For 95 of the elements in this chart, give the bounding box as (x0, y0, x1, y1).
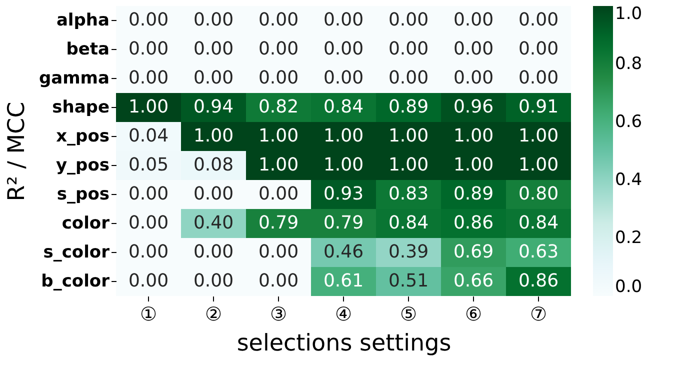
data-label: 1.00 (518, 126, 559, 146)
x-axis-title: selections settings (236, 330, 452, 356)
data-label: 0.00 (518, 68, 559, 88)
data-label: 0.00 (193, 184, 234, 204)
y-tick-label: s_pos (56, 184, 110, 204)
data-label: 0.93 (323, 184, 364, 204)
data-label: 0.84 (518, 212, 559, 234)
data-label: 0.89 (388, 96, 429, 118)
data-label: 0.86 (453, 212, 494, 234)
data-label: 1.00 (323, 126, 364, 146)
data-label: 0.00 (128, 10, 169, 30)
x-tick-label: ③ (270, 304, 288, 326)
color-bar-label: 0.0 (615, 277, 642, 297)
y-tick-label: color (62, 214, 110, 234)
data-label: 0.00 (128, 242, 169, 262)
data-label: 0.00 (258, 270, 299, 292)
data-label: 1.00 (518, 154, 559, 176)
data-label: 0.00 (388, 68, 429, 88)
data-label: 1.00 (453, 154, 494, 176)
data-label: 1.00 (128, 96, 169, 118)
data-label: 0.00 (128, 270, 169, 292)
data-label: 0.04 (128, 126, 169, 146)
color-bar-label: 1.0 (615, 4, 642, 24)
data-label: 0.84 (388, 212, 429, 234)
data-label: 0.94 (193, 96, 234, 118)
data-label: 0.79 (258, 212, 299, 234)
data-label: 0.00 (518, 38, 559, 60)
color-bar-label: 0.6 (615, 112, 642, 132)
data-label: 1.00 (388, 126, 429, 146)
x-tick-label: ① (140, 304, 158, 326)
data-label: 0.83 (388, 184, 429, 204)
data-label: 0.96 (453, 96, 494, 118)
data-label: 0.89 (453, 184, 494, 204)
y-tick-label: alpha (56, 10, 110, 30)
color-bar-label: 0.2 (615, 228, 642, 248)
y-tick-label: b_color (41, 272, 110, 292)
data-label: 0.39 (388, 242, 429, 262)
data-label: 0.46 (323, 242, 364, 262)
data-label: 0.00 (388, 10, 429, 30)
data-label: 0.00 (323, 10, 364, 30)
data-label: 1.00 (258, 154, 299, 176)
y-tick-label: shape (52, 98, 110, 118)
data-label: 0.40 (193, 212, 234, 234)
y-tick-label: x_pos (56, 126, 110, 146)
data-label: 0.00 (128, 184, 169, 204)
data-label: 0.00 (453, 68, 494, 88)
data-label: 0.00 (258, 10, 299, 30)
data-label: 0.00 (258, 242, 299, 262)
data-label: 0.00 (518, 10, 559, 30)
x-tick-label: ④ (334, 304, 352, 326)
data-label: 0.63 (518, 242, 559, 262)
color-bar-label: 0.8 (615, 54, 642, 74)
data-label: 0.91 (518, 96, 559, 118)
data-label: 0.66 (453, 270, 494, 292)
data-label: 0.00 (258, 68, 299, 88)
data-label: 0.00 (128, 212, 169, 234)
data-label: 0.08 (193, 154, 234, 176)
data-label: 0.84 (323, 96, 364, 118)
data-label: 0.61 (323, 270, 364, 292)
y-tick-label: y_pos (56, 156, 110, 176)
y-tick-label: gamma (38, 68, 110, 88)
data-label: 0.00 (323, 68, 364, 88)
data-label: 0.00 (388, 38, 429, 60)
data-label: 0.82 (258, 96, 299, 118)
color-bar-label: 0.4 (615, 170, 642, 190)
data-label: 0.00 (193, 242, 234, 262)
data-label: 0.51 (388, 270, 429, 292)
data-label: 1.00 (323, 154, 364, 176)
data-label: 0.00 (193, 270, 234, 292)
data-label: 0.00 (128, 38, 169, 60)
x-tick-label: ② (204, 304, 222, 326)
x-tick-label: ⑥ (464, 304, 482, 326)
data-label: 1.00 (258, 126, 299, 146)
data-label: 0.79 (323, 212, 364, 234)
data-label: 0.69 (453, 242, 494, 262)
data-label: 0.00 (193, 68, 234, 88)
data-label: 0.05 (128, 154, 169, 176)
data-label: 0.00 (128, 68, 169, 88)
y-tick-label: s_color (43, 242, 110, 262)
data-label: 0.00 (193, 38, 234, 60)
data-label: 1.00 (193, 126, 234, 146)
data-label: 0.00 (323, 38, 364, 60)
x-tick-label: ⑦ (530, 304, 548, 326)
data-label: 0.00 (453, 38, 494, 60)
data-label: 0.00 (258, 38, 299, 60)
data-label: 0.86 (518, 270, 559, 292)
data-label: 1.00 (388, 154, 429, 176)
data-label: 0.80 (518, 184, 559, 204)
y-axis-title: R² / MCC (4, 102, 30, 202)
y-tick-label: beta (66, 40, 110, 60)
x-tick-label: ⑤ (400, 304, 418, 326)
data-label: 0.00 (453, 10, 494, 30)
data-label: 0.00 (193, 10, 234, 30)
data-label: 1.00 (453, 126, 494, 146)
data-label: 0.00 (258, 184, 299, 204)
